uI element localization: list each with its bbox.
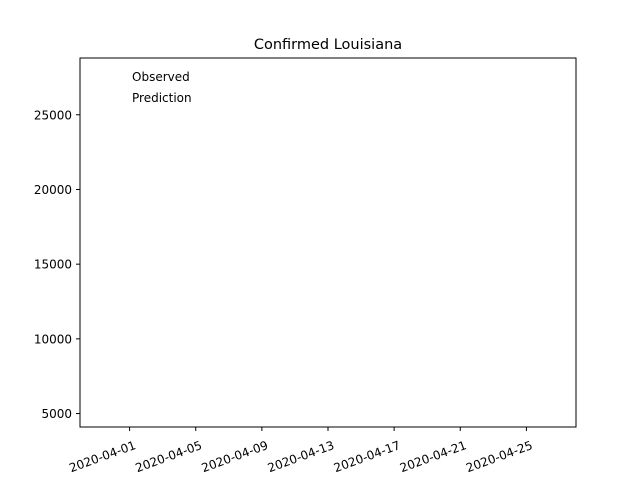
y-tick-label-1: 10000: [34, 332, 72, 346]
y-tick-label-2: 15000: [34, 258, 72, 272]
y-axis: 5000 10000 15000 20000 25000: [34, 108, 80, 421]
legend-entry-prediction: Prediction: [132, 91, 192, 105]
chart-title: Confirmed Louisiana: [254, 37, 402, 53]
legend-entry-observed: Observed: [132, 70, 190, 84]
y-tick-label-3: 20000: [34, 183, 72, 197]
y-tick-label-4: 25000: [34, 108, 72, 122]
y-tick-label-0: 5000: [41, 407, 72, 421]
legend: Observed Prediction: [132, 70, 192, 105]
